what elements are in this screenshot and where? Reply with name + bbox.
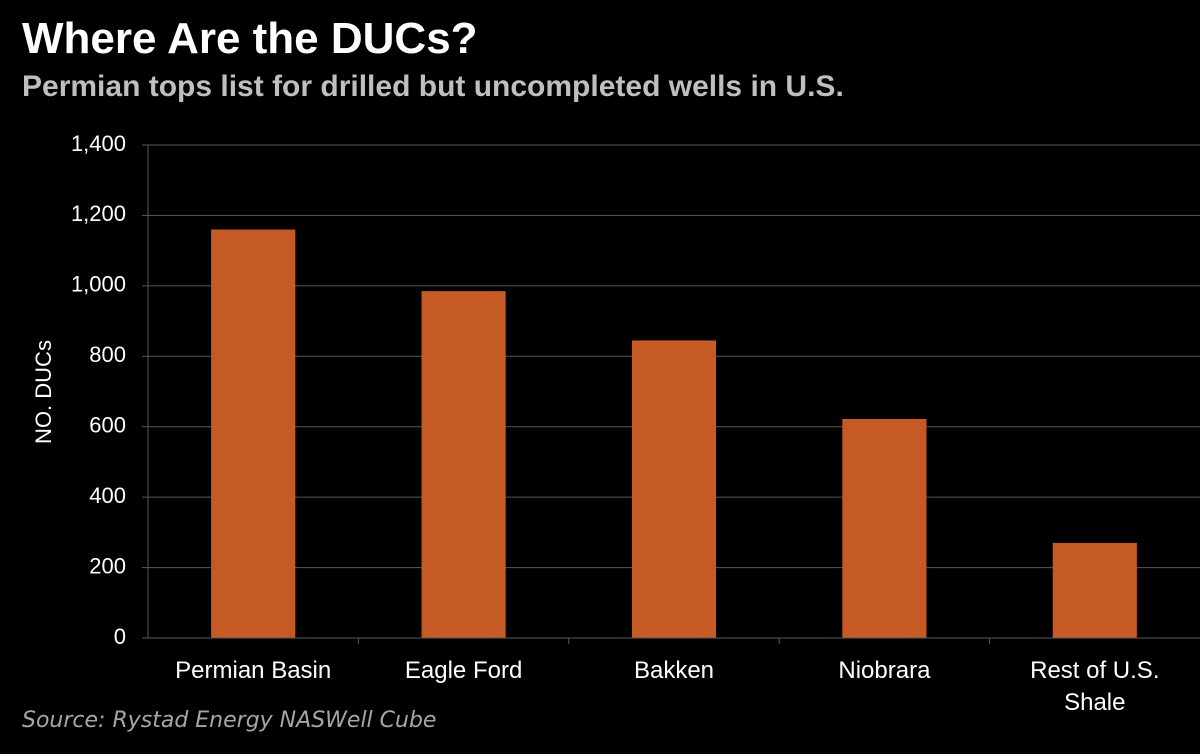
y-tick-label: 1,200 — [71, 201, 126, 226]
axes — [142, 144, 1200, 644]
y-tick-label: 400 — [89, 483, 126, 508]
y-tick-label: 1,000 — [71, 272, 126, 297]
x-tick-label: Niobrara — [838, 657, 931, 684]
y-tick-label: 200 — [89, 553, 126, 578]
tick-labels: 0 200 400 600 800 1,000 1,200 1,400 Permian Basi… — [71, 131, 1160, 716]
y-tick-label: 800 — [89, 342, 126, 367]
chart-title: Where Are the DUCs? — [22, 14, 478, 63]
x-tick-label: Permian Basin — [175, 657, 331, 684]
y-tick-label: 1,400 — [71, 131, 126, 156]
x-tick-label: Bakken — [634, 657, 714, 684]
chart-subtitle: Permian tops list for drilled but uncomp… — [22, 70, 844, 103]
source-note: Source: Rystad Energy NASWell Cube — [22, 708, 437, 733]
bar — [631, 340, 717, 638]
x-tick-label: Eagle Ford — [405, 657, 522, 684]
x-tick-label: Rest of U.S. Shale — [1030, 657, 1159, 716]
y-axis-label: NO. DUCs — [31, 340, 56, 444]
y-tick-label: 600 — [89, 413, 126, 438]
bar — [211, 229, 296, 638]
y-tick-label: 0 — [114, 624, 126, 649]
bar — [842, 418, 927, 638]
bar — [1052, 542, 1137, 638]
bar — [421, 291, 506, 638]
bars — [211, 229, 1137, 638]
